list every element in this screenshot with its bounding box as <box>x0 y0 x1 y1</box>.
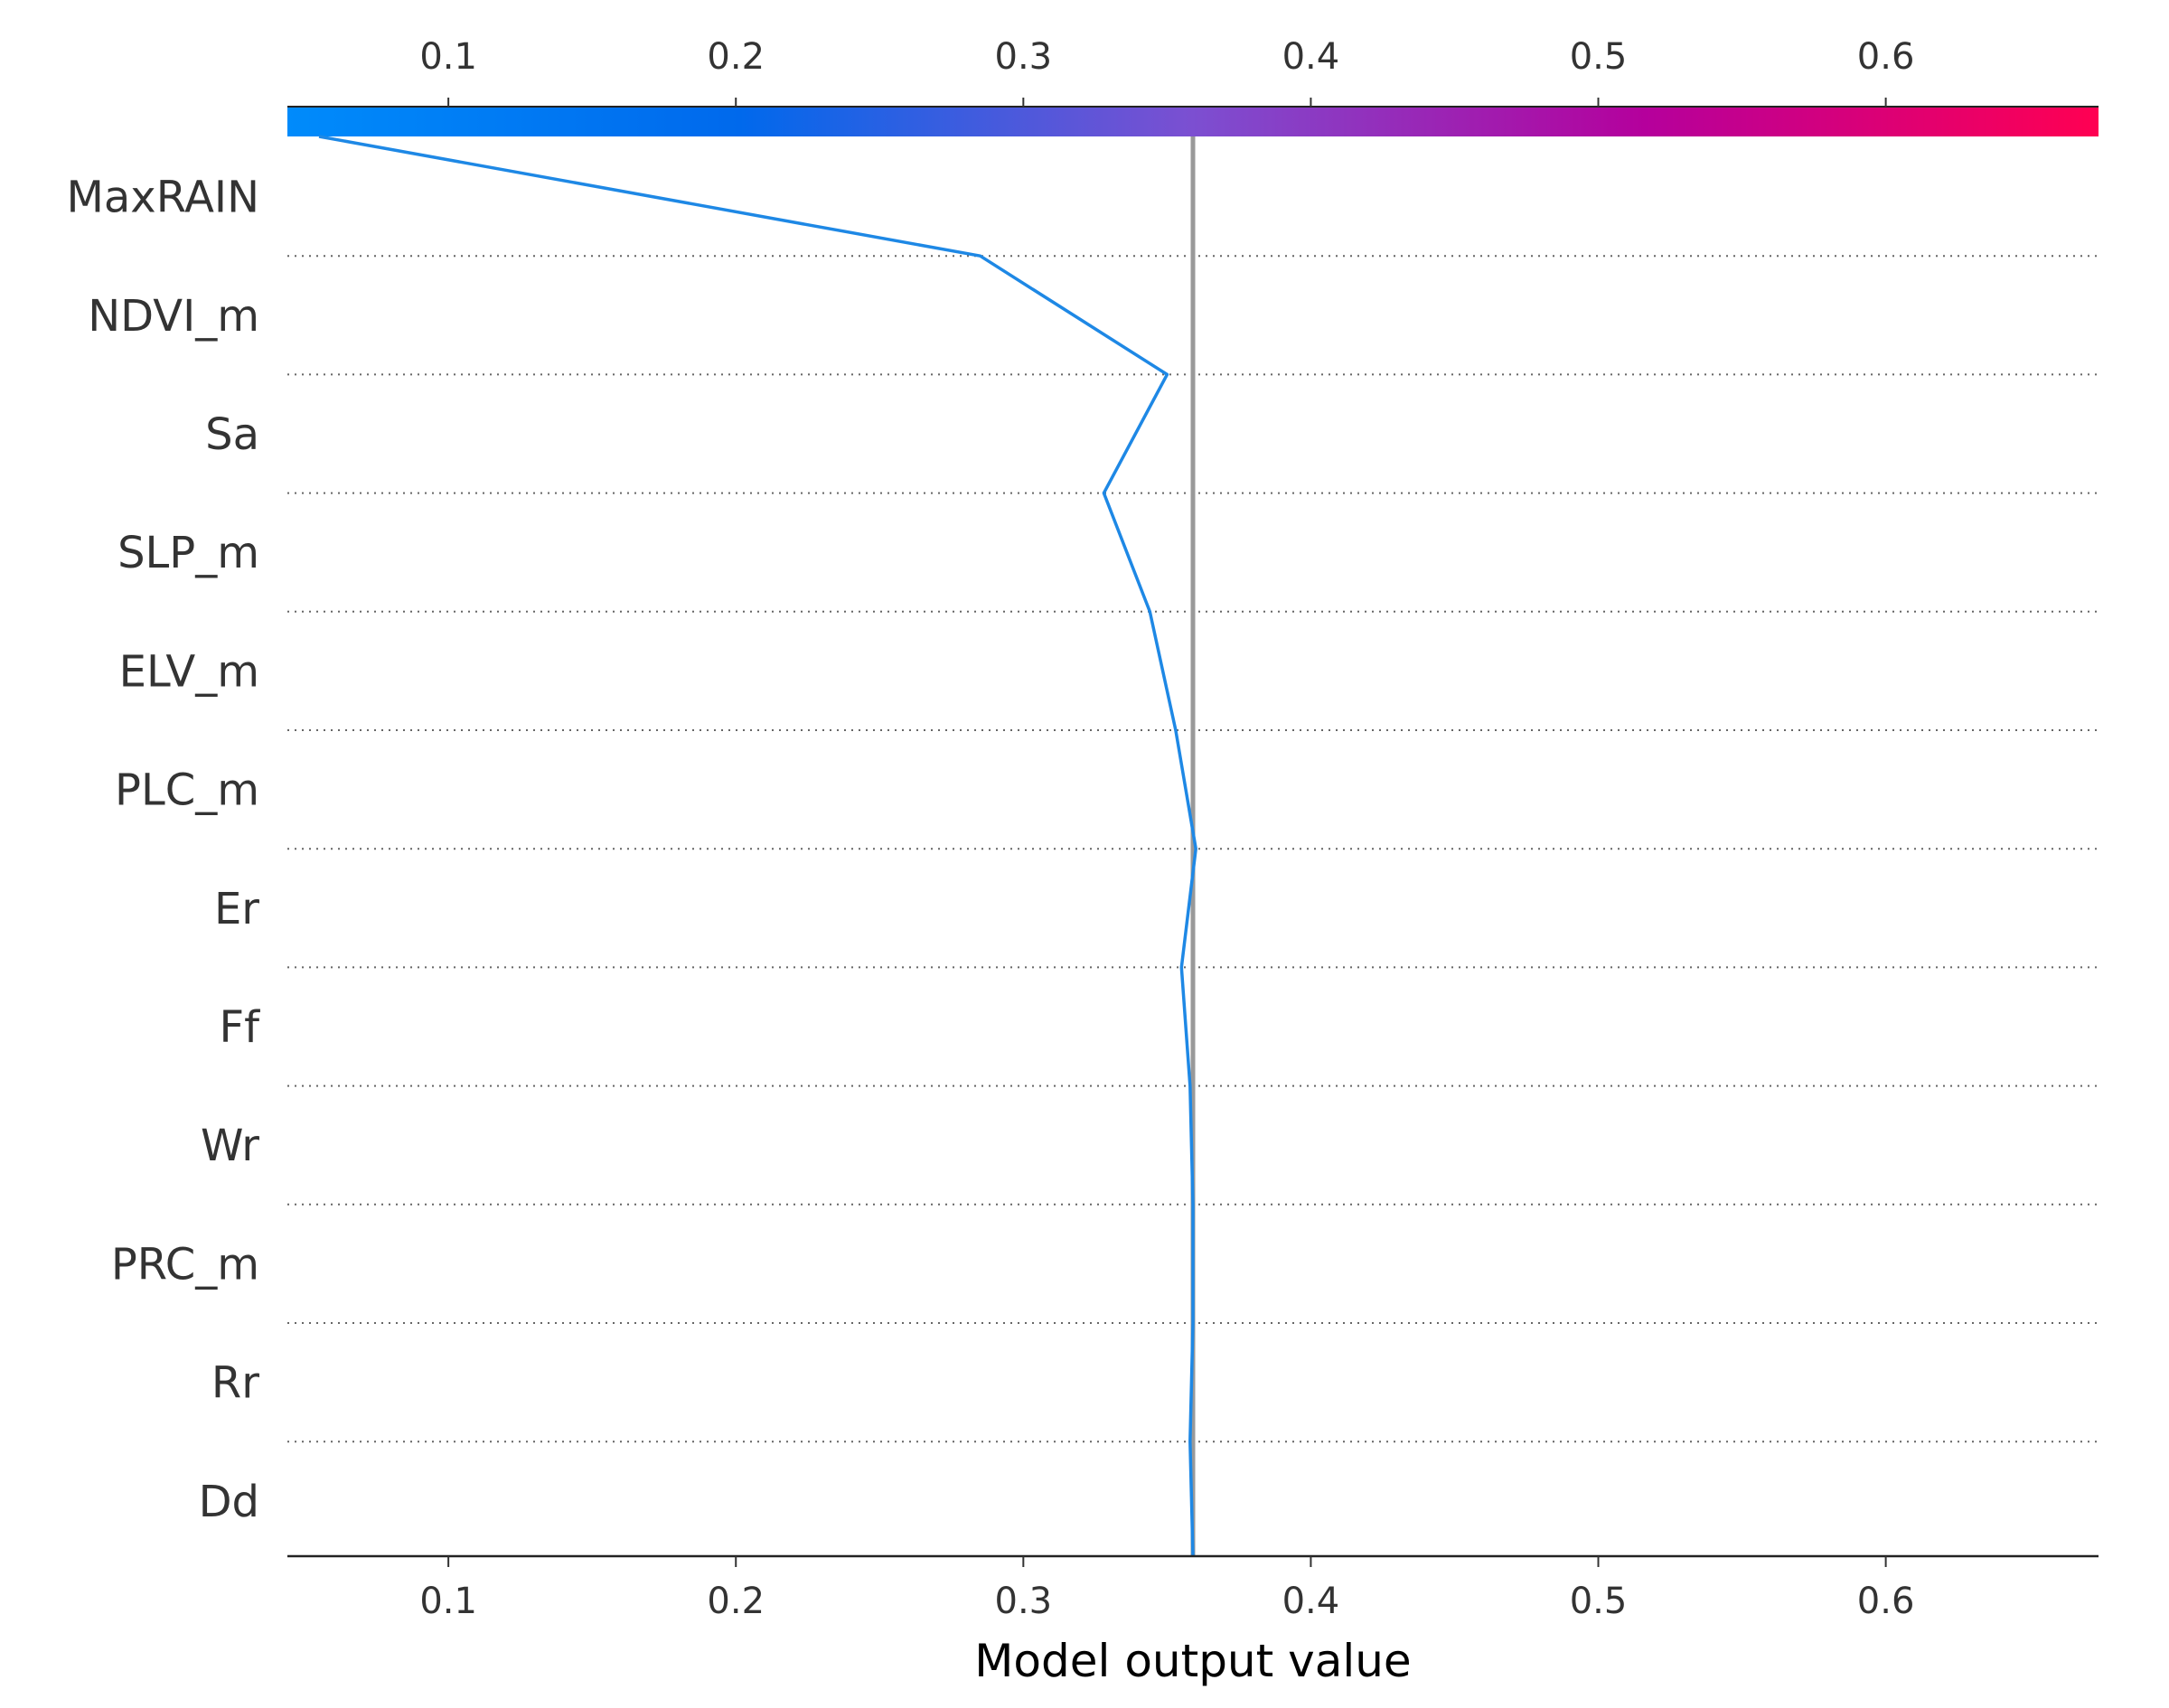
top-axis-ticks: 0.1 0.2 0.3 0.4 0.5 0.6 <box>287 36 2099 108</box>
feature-label: Rr <box>211 1358 259 1409</box>
top-tick-label: 0.5 <box>1570 36 1628 78</box>
x-axis-label: Model output value <box>974 1635 1411 1687</box>
feature-label: MaxRAIN <box>66 173 259 223</box>
feature-label: ELV_m <box>119 646 259 697</box>
feature-label: Er <box>214 884 259 934</box>
bottom-tick-label: 0.6 <box>1857 1581 1915 1622</box>
feature-label: Wr <box>201 1121 259 1171</box>
feature-label: Sa <box>205 409 259 460</box>
feature-label: NDVI_m <box>88 291 259 342</box>
feature-label: Dd <box>199 1477 259 1527</box>
feature-labels: MaxRAIN NDVI_m Sa SLP_m ELV_m PLC_m Er Ff Wr PRC_… <box>66 173 260 1527</box>
feature-label: Ff <box>219 1002 260 1053</box>
top-tick-label: 0.6 <box>1857 36 1915 78</box>
bottom-tick-label: 0.2 <box>707 1581 765 1622</box>
top-tick-label: 0.4 <box>1282 36 1340 78</box>
feature-label: SLP_m <box>117 528 259 578</box>
top-tick-label: 0.2 <box>707 36 765 78</box>
feature-label: PLC_m <box>115 765 259 816</box>
bottom-axis-ticks: 0.1 0.2 0.3 0.4 0.5 0.6 <box>419 1556 1914 1622</box>
bottom-tick-label: 0.3 <box>995 1581 1053 1622</box>
top-tick-label: 0.1 <box>419 36 477 78</box>
top-tick-label: 0.3 <box>995 36 1053 78</box>
decision-path-line <box>318 135 1197 1557</box>
colorbar <box>287 107 2099 136</box>
feature-label: PRC_m <box>111 1239 259 1290</box>
bottom-tick-label: 0.1 <box>419 1581 477 1622</box>
bottom-tick-label: 0.4 <box>1282 1581 1340 1622</box>
bottom-tick-label: 0.5 <box>1570 1581 1628 1622</box>
